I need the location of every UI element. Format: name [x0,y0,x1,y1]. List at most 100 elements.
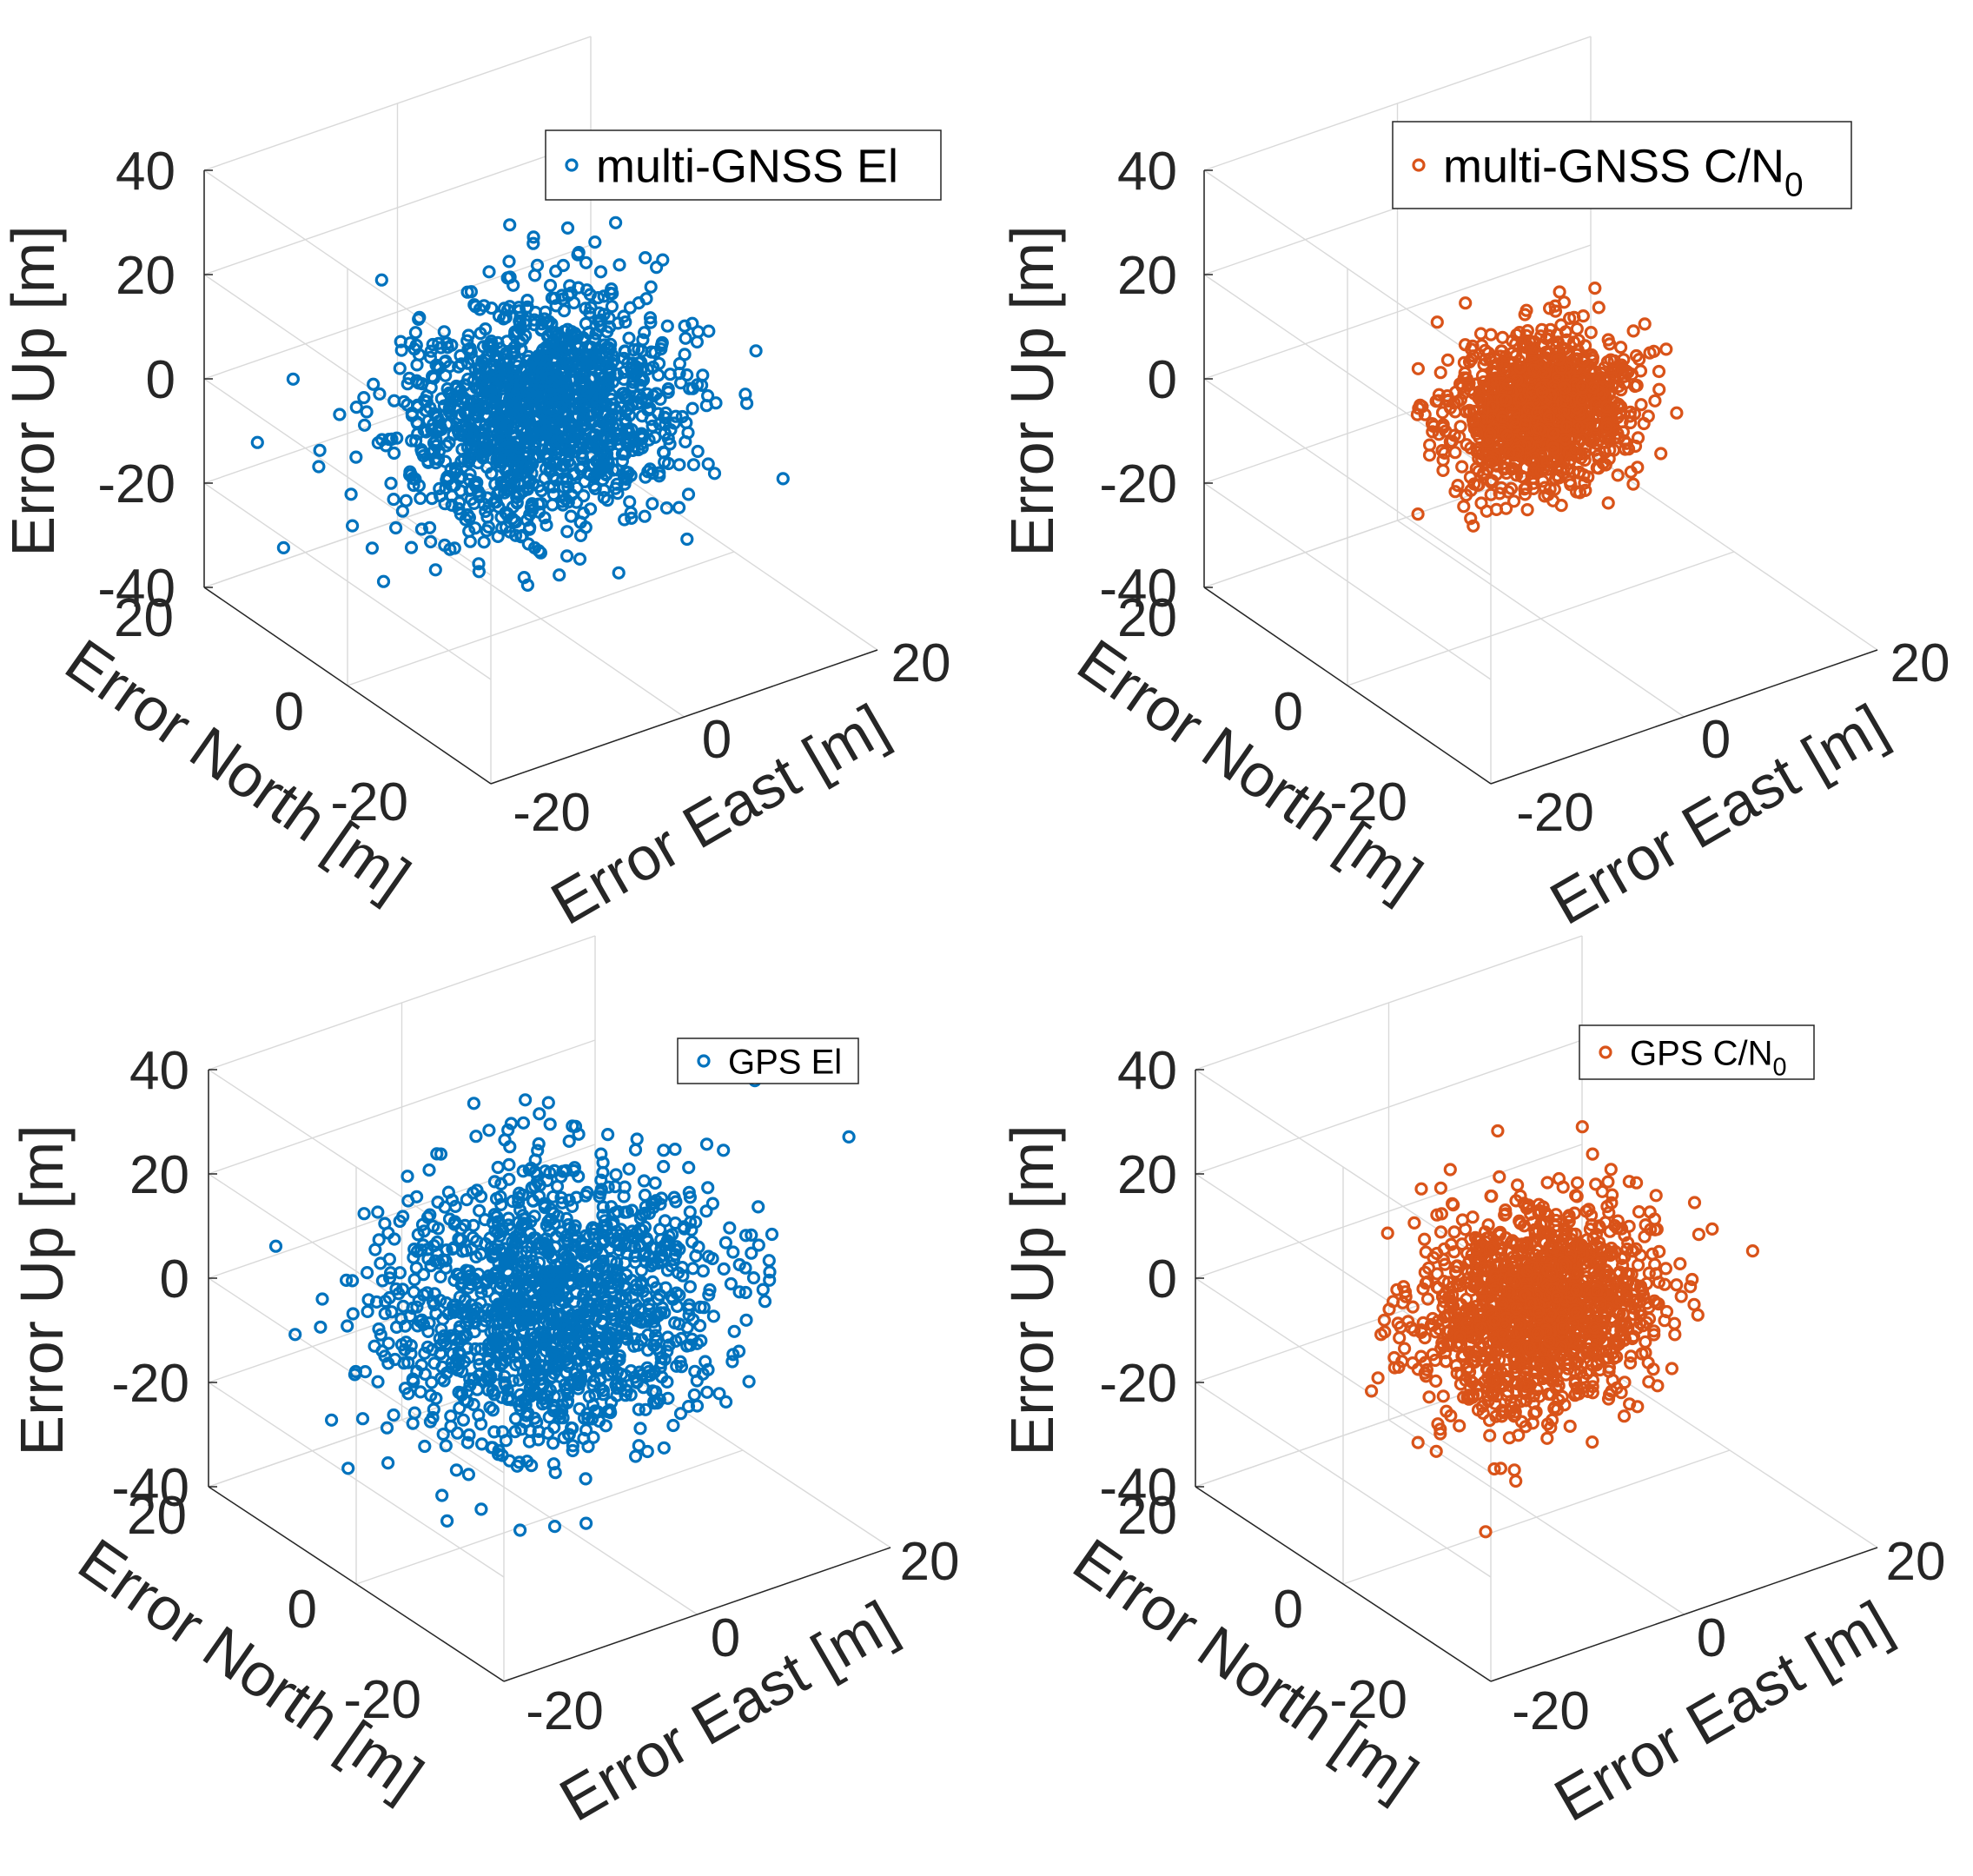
data-point [437,325,451,339]
data-point [635,441,649,455]
data-point [597,490,611,505]
data-point [457,378,472,392]
data-point [532,1137,546,1151]
data-point [449,1463,464,1477]
data-point [690,335,705,349]
data-point [407,1406,421,1420]
data-point [673,376,688,390]
data-point [1506,494,1521,508]
data-point [428,452,442,466]
data-point [358,418,372,432]
data-point [702,324,716,338]
data-point [325,1413,339,1427]
data-point [1638,317,1652,331]
data-point [474,1502,488,1516]
data-point [1455,460,1469,474]
data-point [672,356,687,371]
data-point [624,468,638,482]
data-point [685,401,699,415]
data-point [709,396,723,410]
data-point [276,540,290,555]
data-point [1433,1181,1448,1195]
data-point [521,368,536,381]
data-point [666,1418,680,1433]
x-tick-label: -20 [1516,783,1594,843]
data-point [1540,1176,1554,1190]
data-point [371,1375,385,1389]
z-tick-label: -20 [97,454,175,514]
data-point [520,294,534,308]
legend-entry: multi-GNSS El [596,140,898,192]
series-1-points [1410,282,1684,533]
data-point [681,426,695,440]
data-point [637,1174,652,1188]
y-tick-label: 20 [1117,588,1177,648]
data-point [526,230,540,244]
data-point [520,300,534,314]
data-point [526,427,540,441]
data-point [499,310,513,324]
data-point [464,441,478,455]
data-point [577,488,591,503]
x-tick-label: 20 [900,1532,960,1592]
data-point [619,416,632,430]
data-point [618,447,632,461]
data-point [608,215,623,229]
data-point [404,540,419,554]
x-tick-label: -20 [1512,1681,1590,1741]
grid-line [1342,1449,1731,1585]
data-point [472,1203,487,1217]
data-point [434,1269,447,1284]
data-point [630,1132,644,1146]
data-point [572,432,586,446]
data-point [717,1143,731,1157]
data-point [1654,447,1668,461]
data-point [1601,496,1615,510]
data-point [478,445,493,459]
data-point [427,407,441,421]
data-point [640,1444,654,1459]
data-point [387,492,401,507]
data-point [522,441,536,455]
data-point [361,1265,374,1280]
data-point [738,388,752,401]
data-point [371,1205,385,1219]
data-point [605,356,619,370]
grid-line [347,551,735,686]
data-point [1648,394,1662,408]
legend-entry-subscript: 0 [1784,167,1804,204]
data-point [472,565,487,579]
data-point [1626,324,1640,338]
data-point [314,1320,328,1334]
data-point [597,289,611,303]
data-point [724,1276,738,1291]
data-point [510,359,525,373]
data-point [387,394,401,408]
data-point [1467,519,1480,533]
data-point [646,361,660,375]
data-point [424,534,438,549]
z-axis-label: Error Up [m] [8,1124,76,1455]
data-point [706,1309,721,1323]
data-point [580,348,595,362]
data-point [638,326,652,340]
data-point [555,381,569,394]
z-tick-label: 40 [129,1041,189,1101]
data-point [460,1192,473,1207]
data-point [401,1170,414,1183]
data-point [595,347,609,361]
data-point [527,540,542,555]
data-point [411,427,425,441]
x-tick-label: 20 [1886,1532,1946,1592]
data-point [520,460,533,474]
data-point [360,405,374,419]
data-point [433,481,447,496]
data-point [250,435,264,449]
data-point [1586,1147,1599,1161]
data-point [639,251,652,265]
data-point [384,476,398,490]
data-point [699,1204,713,1218]
data-point [1520,502,1534,517]
data-point [513,479,528,493]
